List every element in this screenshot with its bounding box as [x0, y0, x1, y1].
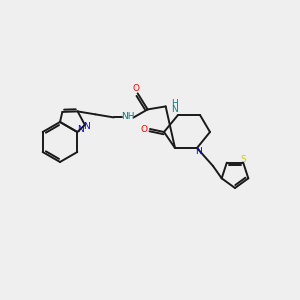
Text: H: H — [171, 100, 177, 109]
Text: NH: NH — [121, 112, 134, 121]
Text: N: N — [83, 122, 90, 131]
Text: N: N — [77, 125, 84, 134]
Text: O: O — [132, 84, 139, 93]
Text: N: N — [171, 104, 177, 113]
Text: S: S — [240, 155, 246, 164]
Text: O: O — [140, 124, 148, 134]
Text: N: N — [195, 148, 201, 157]
